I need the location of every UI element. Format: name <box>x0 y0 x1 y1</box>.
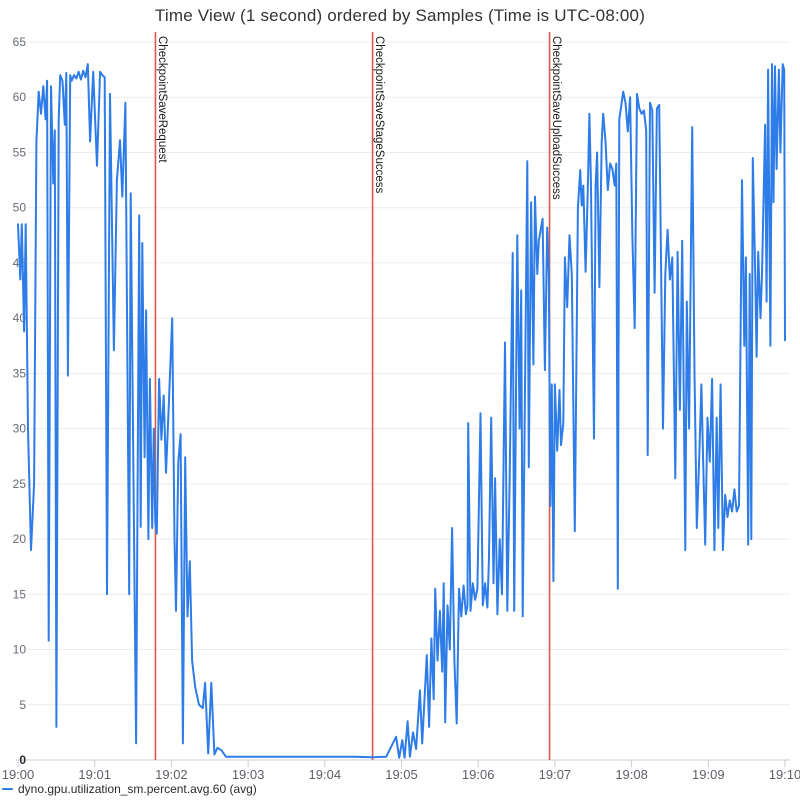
y-tick-label: 5 <box>19 698 26 712</box>
x-tick-label: 19:05 <box>385 767 418 780</box>
x-tick-label: 19:06 <box>462 767 495 780</box>
x-tick-label: 19:08 <box>615 767 648 780</box>
y-tick-label: 15 <box>13 587 27 601</box>
x-tick-label: 19:01 <box>78 767 111 780</box>
legend: dyno.gpu.utilization_sm.percent.avg.60 (… <box>2 782 257 796</box>
x-tick-label: 19:04 <box>309 767 342 780</box>
event-label: CheckpointSaveStageSuccess <box>373 36 385 194</box>
y-tick-label: 60 <box>13 90 27 104</box>
x-tick-label: 19:10 <box>769 767 800 780</box>
y-tick-label: 30 <box>13 422 27 436</box>
x-tick-label: 19:09 <box>692 767 725 780</box>
y-tick-label: 65 <box>13 35 27 49</box>
legend-label: dyno.gpu.utilization_sm.percent.avg.60 (… <box>18 782 257 796</box>
legend-item[interactable]: dyno.gpu.utilization_sm.percent.avg.60 (… <box>2 782 257 796</box>
y-tick-label: 10 <box>13 643 27 657</box>
y-tick-label: 25 <box>13 477 27 491</box>
series-line[interactable] <box>17 63 786 759</box>
x-tick-label: 19:02 <box>155 767 188 780</box>
event-label: CheckpointSaveUploadSuccess <box>550 36 562 200</box>
x-tick-label: 19:03 <box>232 767 265 780</box>
x-tick-label: 19:00 <box>2 767 35 780</box>
x-tick-label: 19:07 <box>539 767 572 780</box>
legend-line-icon <box>2 787 13 791</box>
y-tick-label: 35 <box>13 366 27 380</box>
y-tick-label: 50 <box>13 201 27 215</box>
y-tick-label: 20 <box>13 532 27 546</box>
chart-title: Time View (1 second) ordered by Samples … <box>154 6 646 25</box>
event-label: CheckpointSaveRequest <box>156 36 168 163</box>
y-tick-label: 0 <box>19 753 26 767</box>
y-tick-label: 55 <box>13 145 27 159</box>
